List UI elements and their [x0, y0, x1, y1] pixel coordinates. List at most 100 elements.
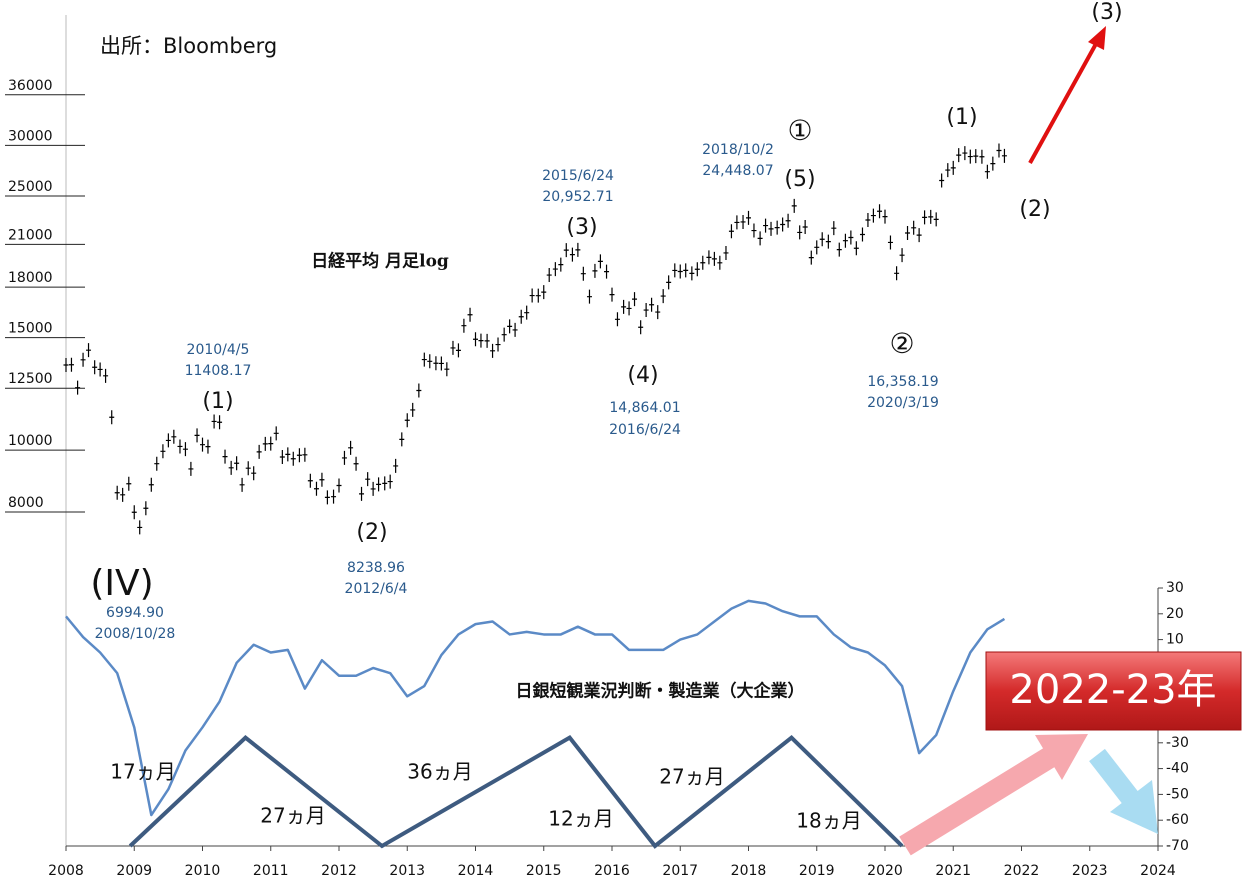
candle: [563, 243, 569, 258]
annotation: 2010/4/5: [187, 342, 250, 358]
candle: [182, 442, 188, 457]
x-tick-label: 2018: [731, 863, 767, 879]
candle: [114, 485, 120, 500]
candle: [68, 357, 74, 372]
candle: [728, 224, 734, 239]
candle: [507, 319, 513, 334]
y-tick-label: 36000: [8, 78, 53, 94]
series-label: 日経平均 月足log: [311, 251, 449, 272]
x-tick-label: 2024: [1140, 863, 1176, 879]
candle: [609, 287, 615, 302]
candle: [740, 214, 746, 229]
candle: [597, 254, 603, 269]
candle: [427, 354, 433, 369]
candle: [75, 380, 81, 395]
candle: [996, 143, 1002, 158]
candle: [614, 312, 620, 327]
candle: [518, 309, 524, 324]
y2-tick-label: -70: [1166, 838, 1189, 854]
annotation: 2018/10/2: [702, 142, 774, 158]
candle: [478, 333, 484, 348]
candle: [404, 413, 410, 428]
y2-tick-label: 10: [1166, 632, 1184, 648]
x-tick-label: 2009: [116, 863, 152, 879]
candle: [979, 149, 985, 164]
candle: [791, 198, 797, 213]
candle: [484, 333, 490, 348]
annotation: 24,448.07: [702, 163, 773, 179]
y-tick-label: 12500: [8, 371, 53, 387]
candle: [717, 255, 723, 270]
annotation: (1): [202, 389, 233, 414]
x-tick-label: 2015: [526, 863, 562, 879]
candle: [359, 486, 365, 501]
x-tick-label: 2014: [458, 863, 494, 879]
candle: [1001, 148, 1007, 163]
candle: [604, 264, 610, 279]
x-tick-label: 2022: [1004, 863, 1040, 879]
candle: [808, 250, 814, 265]
candle: [853, 241, 859, 256]
candle: [672, 263, 678, 278]
candle: [285, 447, 291, 462]
arrow-head: [1088, 26, 1106, 50]
candle: [467, 307, 473, 322]
candle: [154, 456, 160, 471]
candle: [217, 415, 223, 430]
annotation: 2016/6/24: [609, 422, 681, 438]
x-tick-label: 2016: [594, 863, 630, 879]
candle: [421, 352, 427, 367]
y-tick-label: 18000: [8, 270, 53, 286]
candle: [126, 476, 132, 491]
candle: [655, 305, 661, 320]
annotation: (5): [784, 167, 815, 192]
candle: [97, 362, 103, 377]
candle: [780, 217, 786, 232]
annotation: (3): [566, 215, 597, 240]
candle: [700, 255, 706, 270]
annotation: ②: [889, 327, 914, 360]
candle: [535, 288, 541, 303]
annotation: 2008/10/28: [95, 626, 176, 642]
x-tick-label: 2021: [935, 863, 971, 879]
candle: [319, 472, 325, 487]
series-label: 日銀短観業況判断・製造業（大企業）: [516, 681, 805, 702]
candle: [541, 285, 547, 300]
candle: [268, 436, 274, 451]
y-tick-label: 10000: [8, 433, 53, 449]
candle: [80, 352, 86, 367]
candle: [473, 332, 478, 347]
candle: [638, 320, 644, 335]
annotation: (4): [627, 363, 658, 388]
candle: [734, 215, 740, 230]
candle: [836, 242, 842, 257]
candle: [63, 357, 69, 372]
candle: [273, 426, 279, 441]
candle: [336, 478, 342, 493]
candle: [433, 356, 439, 371]
candle: [353, 456, 359, 471]
candle: [706, 250, 712, 265]
candle: [143, 501, 149, 516]
candle: [877, 204, 883, 219]
candle: [643, 303, 649, 318]
candle: [399, 432, 405, 447]
candle: [967, 149, 973, 164]
candle: [512, 322, 518, 337]
arrow: [1028, 41, 1099, 164]
candle: [660, 289, 666, 304]
candle: [797, 225, 803, 240]
arrow: [1089, 748, 1140, 807]
candle: [228, 460, 234, 475]
annotation: ①: [787, 114, 812, 147]
candle: [393, 458, 399, 473]
annotation: (2): [356, 520, 387, 545]
candle: [490, 343, 496, 358]
annotation: 20,952.71: [542, 189, 613, 205]
candle: [928, 209, 934, 224]
candle: [501, 327, 507, 342]
candle: [922, 210, 928, 225]
arrow-head: [1035, 734, 1088, 780]
annotation: 11408.17: [185, 363, 252, 379]
